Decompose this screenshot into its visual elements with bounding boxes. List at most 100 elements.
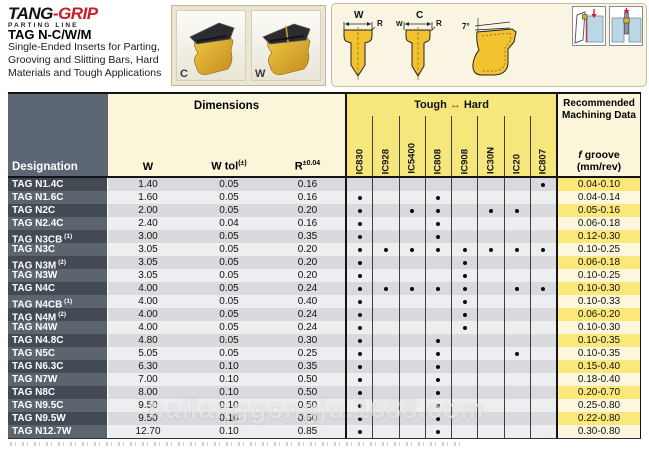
grade-availability-cells (345, 334, 558, 347)
grade-dot-cell (477, 360, 504, 373)
grade-available-dot (357, 234, 362, 239)
f-groove-value-cell: 0.10-0.30 (558, 282, 641, 295)
w-value-cell: 2.40 (108, 217, 188, 230)
grade-dot-cell (451, 256, 478, 269)
grade-dot-cell (424, 347, 451, 360)
grade-dot-cell (477, 334, 504, 347)
grade-dot-cell (477, 308, 504, 321)
grade-available-dot (357, 338, 362, 343)
grade-dot-cell (424, 321, 451, 334)
designation-cell: TAG N4C (8, 282, 108, 295)
grade-availability-cells (345, 178, 558, 191)
grade-dot-cell (398, 295, 425, 308)
f-groove-value-cell: 0.04-0.10 (558, 178, 641, 191)
r-value-cell: 0.50 (270, 373, 345, 386)
technical-drawing-panel: W R C W R 7° (331, 3, 647, 87)
grade-dot-cell (477, 243, 504, 256)
wtol-text: W tol (211, 161, 239, 173)
r-value-cell: 0.16 (270, 178, 345, 191)
grade-dot-cell (424, 308, 451, 321)
grade-dot-cell (347, 191, 373, 204)
grade-available-dot (410, 286, 415, 291)
grade-dot-cell (372, 334, 399, 347)
grade-dot-cell (477, 178, 504, 191)
col-header-r: R±0.04 (270, 160, 345, 173)
grade-dot-cell (503, 373, 530, 386)
grade-column: IC908 (451, 116, 477, 176)
grade-availability-cells (345, 217, 558, 230)
grade-dot-cell (372, 178, 399, 191)
table-row: TAG N8C 8.00 0.10 0.50 0.20-0.70 (8, 386, 641, 399)
grade-dot-cell (451, 308, 478, 321)
w-value-cell: 4.00 (108, 295, 188, 308)
insert-photos-panel: C W (171, 5, 326, 86)
grade-column: IC20 (503, 116, 530, 176)
dimensions-header-group: Dimensions W W tol(±) R±0.04 (108, 94, 345, 176)
grade-dot-cell (398, 191, 425, 204)
grade-available-dot (410, 247, 415, 252)
grade-dot-cell (477, 295, 504, 308)
grade-dot-cell (347, 269, 373, 282)
table-row: TAG N4W 4.00 0.05 0.24 0.10-0.30 (8, 321, 641, 334)
grade-dot-cell (451, 386, 478, 399)
w-value-cell: 2.00 (108, 204, 188, 217)
grade-dot-cell (503, 360, 530, 373)
grade-available-dot (462, 299, 467, 304)
grade-available-dot (515, 351, 520, 356)
w-view-title: W (354, 10, 364, 21)
grade-dot-cell (477, 347, 504, 360)
grade-label: IC830 (354, 148, 366, 174)
f-groove-value-cell: 0.06-0.18 (558, 217, 641, 230)
grade-dot-cell (372, 282, 399, 295)
grade-dot-cell (529, 243, 556, 256)
grade-label: IC20 (511, 153, 523, 174)
grade-dot-cell (529, 256, 556, 269)
grade-dot-cell (424, 269, 451, 282)
grade-dot-cell (424, 399, 451, 412)
grade-dot-cell (372, 373, 399, 386)
designation-cell: TAG N8C (8, 386, 108, 399)
grade-dot-cell (529, 412, 556, 425)
f-groove-value-cell: 0.20-0.70 (558, 386, 641, 399)
grade-dot-cell (372, 308, 399, 321)
r-value-cell: 0.35 (270, 230, 345, 243)
grade-dot-cell (372, 204, 399, 217)
f-groove-value-cell: 0.15-0.40 (558, 360, 641, 373)
grade-available-dot (357, 221, 362, 226)
grade-available-dot (357, 273, 362, 278)
logo-dash: - (52, 4, 59, 23)
grade-dot-cell (398, 321, 425, 334)
r-text: R (294, 161, 303, 173)
grade-available-dot (462, 325, 467, 330)
grade-dot-cell (372, 256, 399, 269)
f-groove-value-cell: 0.30-0.80 (558, 425, 641, 438)
wtol-value-cell: 0.10 (188, 425, 270, 438)
wtol-value-cell: 0.10 (188, 360, 270, 373)
table-row: TAG N4M (2) 4.00 0.05 0.24 0.06-0.20 (8, 308, 641, 321)
grade-dot-cell (503, 321, 530, 334)
w-value-cell: 4.00 (108, 308, 188, 321)
designation-cell: TAG N7W (8, 373, 108, 386)
w-value-cell: 3.05 (108, 256, 188, 269)
grade-dot-cell (503, 230, 530, 243)
r-dim-label: R (377, 19, 383, 28)
grade-dot-cell (529, 269, 556, 282)
grade-available-dot (357, 299, 362, 304)
grade-dot-cell (372, 243, 399, 256)
w-dim-label: W (396, 21, 403, 28)
grade-column: IC928 (372, 116, 398, 176)
grade-dot-cell (451, 399, 478, 412)
wtol-value-cell: 0.05 (188, 243, 270, 256)
grade-dot-cell (372, 191, 399, 204)
r-value-cell: 0.16 (270, 191, 345, 204)
grade-dot-cell (477, 204, 504, 217)
grade-column: IC808 (424, 116, 451, 176)
f-groove-value-cell: 0.04-0.14 (558, 191, 641, 204)
application-pictograms (572, 6, 643, 46)
grade-dot-cell (503, 425, 530, 438)
grade-dot-cell (372, 412, 399, 425)
grade-available-dot (357, 403, 362, 408)
r-value-cell: 0.20 (270, 204, 345, 217)
grade-available-dot (357, 260, 362, 265)
grade-dot-cell (503, 399, 530, 412)
